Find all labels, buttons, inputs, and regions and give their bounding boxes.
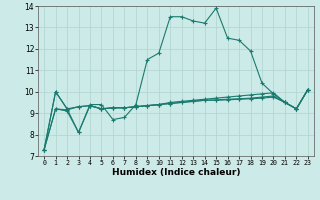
X-axis label: Humidex (Indice chaleur): Humidex (Indice chaleur) [112, 168, 240, 177]
